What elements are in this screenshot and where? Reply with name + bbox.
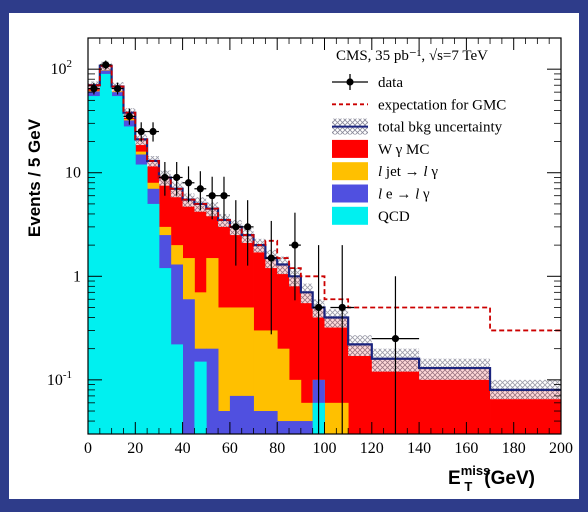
- bar-l-e-l-17: [289, 421, 302, 434]
- frame-left: [0, 0, 9, 512]
- bar-qcd-7: [170, 344, 183, 434]
- data-point-12: [232, 223, 240, 231]
- legend-data-marker: [346, 78, 354, 86]
- data-point-13: [244, 223, 252, 231]
- legend-ljet-swatch: [332, 162, 368, 181]
- bar-l-jet-l-14: [253, 330, 266, 434]
- x-tick-label: 100: [313, 440, 337, 457]
- data-point-6: [161, 173, 169, 182]
- frame-right: [579, 0, 588, 512]
- data-point-10: [208, 192, 216, 200]
- data-point-9: [196, 185, 204, 193]
- data-point-11: [220, 192, 228, 200]
- y-tick-label: 102: [51, 58, 73, 78]
- x-axis-label-sub: T: [464, 479, 472, 494]
- x-axis-label-main: E: [448, 468, 461, 489]
- data-point-16: [314, 303, 323, 312]
- bar-l-e-l-14: [253, 411, 266, 434]
- x-axis-label: Emiss T (GeV): [448, 463, 535, 494]
- x-tick-label: 180: [502, 440, 526, 457]
- legend-gmc-label: expectation for GMC: [378, 97, 506, 113]
- y-tick-label: 10: [65, 165, 81, 182]
- legend-unc-label: total bkg uncertainty: [378, 120, 503, 136]
- bar-qcd-4: [135, 164, 148, 434]
- gmc-expectation-line: [88, 64, 561, 332]
- bar-l-e-l-12: [229, 395, 243, 434]
- x-tick-label: 160: [454, 440, 478, 457]
- data-point-14: [267, 254, 275, 262]
- y-tick-label: 10-1: [47, 369, 72, 389]
- uncertainty-band-23: [419, 358, 491, 380]
- data-point-17: [338, 303, 346, 312]
- x-tick-label: 60: [222, 440, 238, 457]
- data-point-4: [137, 127, 145, 136]
- plot-area: [88, 60, 561, 434]
- legend-wg-swatch: [332, 139, 368, 158]
- frame-bottom: [0, 499, 588, 512]
- x-tick-label: 80: [269, 440, 285, 457]
- legend-le-swatch: [332, 184, 368, 203]
- bar-l-e-l-11: [218, 411, 231, 434]
- bar-l-e-l-13: [241, 395, 254, 434]
- bar-l-e-l-15: [265, 411, 278, 434]
- bar-qcd-3: [123, 126, 136, 434]
- bar-qcd-5: [147, 203, 160, 434]
- bar-qcd-1: [99, 73, 113, 434]
- uncertainty-band-21: [348, 335, 372, 356]
- bar-l-e-l-10: [206, 348, 219, 434]
- legend-ljet-label: l jet → l γ: [378, 164, 438, 180]
- bar-w-mc-21: [348, 344, 373, 434]
- x-tick-label: 200: [549, 440, 573, 457]
- legend-le-label: l e → l γ: [378, 187, 430, 203]
- x-tick-label: 40: [175, 440, 191, 457]
- data-point-15: [291, 241, 299, 249]
- legend: CMS, 35 pb⁻¹, √s=7 TeV data expectation f…: [332, 48, 506, 225]
- data-point-2: [113, 84, 122, 93]
- data-point-8: [184, 179, 193, 187]
- bar-qcd-9: [194, 361, 207, 434]
- bar-qcd-0: [88, 96, 101, 434]
- data-point-5: [149, 127, 157, 136]
- data-point-18: [391, 335, 400, 343]
- bar-l-jet-l-11: [218, 307, 231, 434]
- bar-l-jet-l-15: [265, 330, 278, 434]
- bar-l-jet-l-17: [289, 379, 302, 434]
- bar-l-jet-l-16: [277, 348, 290, 434]
- data-point-3: [125, 112, 133, 120]
- legend-data-label: data: [378, 75, 403, 91]
- bar-l-e-l-16: [277, 421, 290, 434]
- axes: 0 20 40 60 80 100 120 140 160 180 200 10-1 1 10 102: [47, 37, 573, 457]
- data-point-7: [173, 173, 181, 182]
- x-tick-label: 120: [360, 440, 384, 457]
- y-axis-label: Events / 5 GeV: [25, 118, 44, 237]
- frame-top: [0, 0, 588, 13]
- data-point-1: [102, 61, 110, 69]
- bar-l-e-l-18: [300, 421, 314, 434]
- x-tick-label: 0: [84, 440, 92, 457]
- bar-qcd-6: [158, 268, 172, 434]
- y-tick-label: 1: [73, 268, 81, 285]
- bar-l-e-l-8: [182, 299, 195, 434]
- bar-qcd-2: [111, 96, 124, 434]
- x-axis-label-units: (GeV): [484, 468, 535, 489]
- legend-qcd-swatch: [332, 206, 368, 225]
- x-tick-label: 140: [407, 440, 431, 457]
- bar-w-mc-18: [300, 292, 314, 434]
- legend-qcd-label: QCD: [378, 209, 410, 225]
- legend-title: CMS, 35 pb⁻¹, √s=7 TeV: [336, 48, 488, 64]
- legend-wg-label: W γ MC: [378, 142, 429, 158]
- x-tick-label: 20: [127, 440, 143, 457]
- data-point-0: [90, 84, 98, 93]
- x-axis-label-sup: miss: [461, 463, 491, 478]
